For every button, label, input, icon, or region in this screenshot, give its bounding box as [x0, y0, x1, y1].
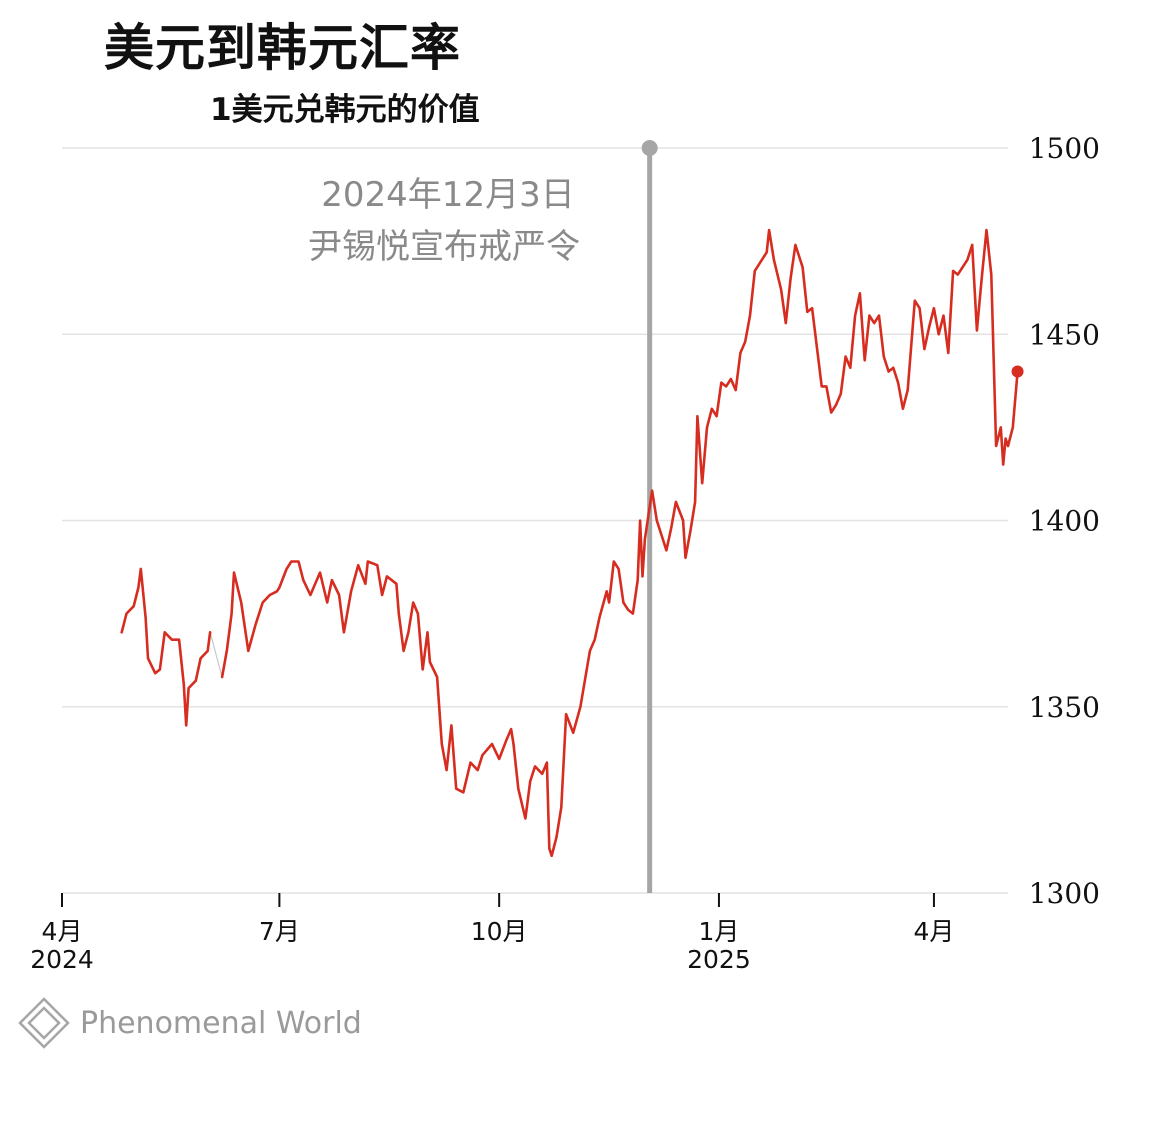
annotation-event: 尹锡悦宣布戒严令	[308, 227, 580, 267]
x-tick-label: 7月	[259, 917, 300, 946]
x-tick-year-label: 2025	[687, 945, 751, 974]
phenomenal-world-logo-icon	[18, 997, 70, 1049]
y-tick-label: 1500	[1029, 132, 1100, 165]
y-axis: 1500 1450 1400 1350 1300	[1029, 132, 1100, 910]
series-end-point	[1011, 365, 1024, 378]
x-tick-label: 10月	[471, 917, 528, 946]
source-logo-text: Phenomenal World	[80, 1005, 362, 1041]
x-tick-label: 4月	[42, 917, 83, 946]
annotation-dot	[641, 140, 658, 156]
x-tick-label: 1月	[698, 917, 739, 946]
x-tick-label: 4月	[913, 917, 954, 946]
series-layer	[120, 228, 1024, 858]
source-logo: Phenomenal World	[18, 996, 362, 1050]
annotation-date: 2024年12月3日	[321, 175, 574, 215]
y-tick-label: 1450	[1029, 318, 1100, 351]
chart-title: 美元到韩元汇率	[104, 19, 461, 77]
y-tick-label: 1400	[1029, 505, 1100, 538]
x-tick-year-label: 2024	[30, 945, 94, 974]
chart-subtitle: 1美元兑韩元的价值	[210, 92, 480, 128]
y-tick-label: 1300	[1029, 877, 1100, 910]
y-tick-label: 1350	[1029, 691, 1100, 724]
gridlines	[62, 147, 1008, 894]
series-line	[120, 567, 212, 727]
series-gap-connector	[209, 632, 223, 678]
series-line	[220, 228, 1019, 858]
